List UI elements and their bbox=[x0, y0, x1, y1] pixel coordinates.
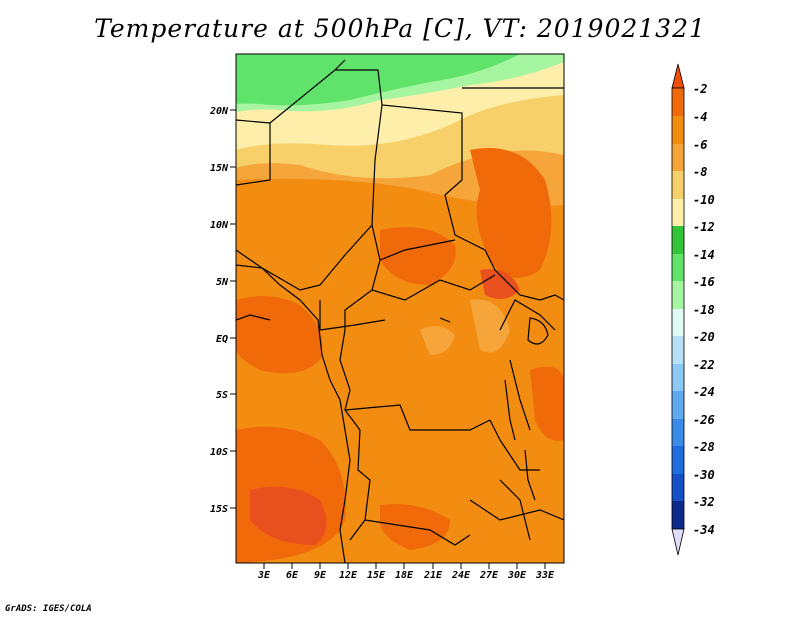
legend-swatch-6 bbox=[672, 226, 684, 254]
country-borders bbox=[236, 59, 564, 546]
cool-patch-congo bbox=[420, 326, 455, 355]
legend-swatch-11 bbox=[672, 364, 684, 391]
warm-patch-sudan bbox=[470, 148, 552, 278]
legend-swatch-4 bbox=[672, 171, 684, 199]
lat-label-10s: 10S bbox=[210, 447, 228, 458]
legend-label-m32: -32 bbox=[693, 495, 715, 509]
legend-swatch-9 bbox=[672, 309, 684, 336]
lat-label-eq: EQ bbox=[216, 334, 228, 345]
legend-swatch-16 bbox=[672, 501, 684, 529]
lon-label-18e: 18E bbox=[395, 570, 414, 581]
lon-label-24e: 24E bbox=[451, 570, 471, 581]
warm-patch-east bbox=[530, 366, 564, 441]
lat-label-20n: 20N bbox=[209, 106, 229, 117]
legend-swatch-14 bbox=[672, 446, 684, 474]
colorbar: -2 -4 -6 -8 -10 -12 -14 -16 -18 -20 -22 … bbox=[671, 63, 715, 556]
lon-label-3e: 3E bbox=[257, 570, 271, 581]
colorbar-top-arrow bbox=[671, 63, 685, 89]
lat-axis: 20N 15N 10N 5N EQ 5S 10S 15S bbox=[209, 106, 236, 515]
lat-label-15n: 15N bbox=[210, 163, 229, 174]
lat-label-5s: 5S bbox=[216, 390, 228, 401]
lat-label-5n: 5N bbox=[216, 277, 229, 288]
legend-swatch-1 bbox=[672, 88, 684, 116]
legend-label-m4: -4 bbox=[693, 110, 707, 124]
colorbar-labels: -2 -4 -6 -8 -10 -12 -14 -16 -18 -20 -22 … bbox=[693, 82, 715, 537]
legend-swatch-12 bbox=[672, 391, 684, 419]
legend-label-m18: -18 bbox=[693, 303, 715, 317]
hot-patch-sudan bbox=[480, 269, 520, 299]
colorbar-bottom-arrow bbox=[671, 528, 685, 556]
lon-axis: 3E 6E 9E 12E 15E 18E 21E 24E 27E 30E 33E bbox=[257, 563, 555, 581]
lon-label-12e: 12E bbox=[339, 570, 358, 581]
legend-swatch-3 bbox=[672, 144, 684, 171]
coastline bbox=[236, 249, 351, 563]
legend-label-m24: -24 bbox=[693, 385, 715, 399]
cool-patch-east-congo bbox=[470, 299, 510, 353]
lon-label-6e: 6E bbox=[286, 570, 299, 581]
lat-label-15s: 15S bbox=[210, 504, 228, 515]
warm-patch-gulf bbox=[236, 296, 323, 374]
lat-label-10n: 10N bbox=[210, 220, 229, 231]
legend-label-m8: -8 bbox=[693, 165, 707, 179]
lon-label-9e: 9E bbox=[314, 570, 327, 581]
legend-swatch-2 bbox=[672, 116, 684, 144]
legend-label-m14: -14 bbox=[693, 248, 715, 262]
grads-credit: GrADS: IGES/COLA bbox=[5, 604, 92, 614]
legend-swatch-5 bbox=[672, 199, 684, 226]
legend-label-m28: -28 bbox=[693, 440, 715, 454]
lon-label-27e: 27E bbox=[479, 570, 499, 581]
chart-title: Temperature at 500hPa [C], VT: 201902132… bbox=[94, 14, 706, 43]
legend-swatch-13 bbox=[672, 419, 684, 446]
field-band-m15 bbox=[300, 54, 470, 73]
legend-label-m6: -6 bbox=[693, 138, 707, 152]
legend-label-m34: -34 bbox=[693, 523, 715, 537]
legend-label-m26: -26 bbox=[693, 413, 715, 427]
lakes bbox=[439, 317, 549, 501]
legend-label-m16: -16 bbox=[693, 275, 715, 289]
plot-frame bbox=[235, 53, 565, 564]
hot-patch-southwest bbox=[250, 486, 327, 545]
lon-label-21e: 21E bbox=[423, 570, 443, 581]
legend-swatch-10 bbox=[672, 336, 684, 364]
legend-label-m22: -22 bbox=[693, 358, 715, 372]
legend-label-m2: -2 bbox=[693, 82, 707, 96]
legend-label-m30: -30 bbox=[693, 468, 715, 482]
legend-swatch-7 bbox=[672, 254, 684, 281]
lon-label-15e: 15E bbox=[367, 570, 386, 581]
lon-label-30e: 30E bbox=[507, 570, 527, 581]
temperature-field bbox=[236, 54, 564, 563]
colorbar-swatches bbox=[672, 88, 684, 529]
legend-swatch-8 bbox=[672, 281, 684, 309]
legend-swatch-15 bbox=[672, 474, 684, 501]
legend-label-m10: -10 bbox=[693, 193, 715, 207]
lon-label-33e: 33E bbox=[535, 570, 555, 581]
legend-label-m12: -12 bbox=[693, 220, 715, 234]
warm-patch-south bbox=[380, 504, 450, 550]
legend-label-m20: -20 bbox=[693, 330, 715, 344]
warm-patch-central bbox=[380, 227, 456, 285]
